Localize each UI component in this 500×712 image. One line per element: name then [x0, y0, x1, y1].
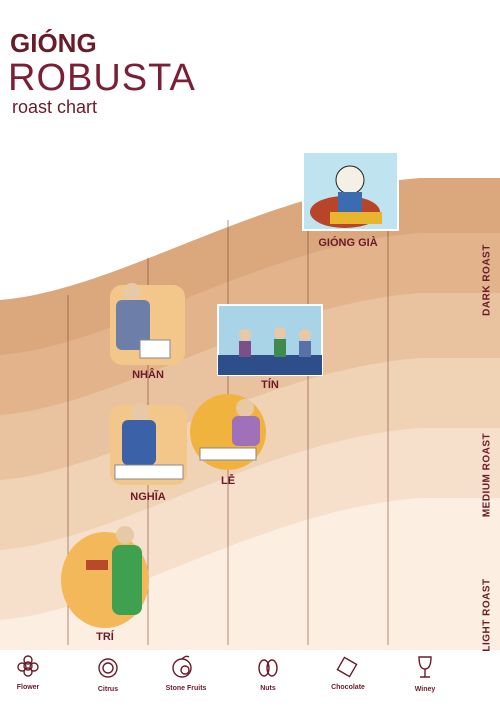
illustration-giong-gia — [302, 151, 399, 231]
coffee-name: GIÓNG GIÀ — [318, 236, 377, 249]
roast-level: MEDIUM ROAST — [482, 433, 493, 517]
flavor-label: Flower — [17, 684, 40, 691]
flavor-label: Stone Fruits — [166, 685, 207, 692]
roast-level: DARK ROAST — [482, 244, 493, 316]
flavor-icons — [17, 655, 432, 678]
coffee-name: LỄ — [221, 474, 235, 487]
illustration-nhan — [110, 283, 185, 365]
coffee-name: NHÂN — [132, 368, 164, 381]
brand: GIÓNG — [10, 28, 97, 58]
flavor-label: Winey — [415, 686, 436, 693]
illustration-tri — [61, 526, 149, 628]
product: ROBUSTA — [8, 57, 196, 99]
coffee-name: NGHĨA — [130, 490, 166, 503]
flavor-label: Citrus — [98, 686, 118, 693]
subtitle: roast chart — [12, 97, 97, 117]
roast-level: LIGHT ROAST — [482, 578, 493, 651]
coffee-name: TRÍ — [96, 630, 115, 643]
flavor-label: Nuts — [260, 685, 276, 692]
coffee-name: TÍN — [261, 378, 279, 391]
illustration-nghia — [110, 403, 187, 485]
illustration-le — [190, 394, 266, 470]
illustration-tin — [217, 304, 323, 376]
flavor-label: Chocolate — [331, 684, 365, 691]
